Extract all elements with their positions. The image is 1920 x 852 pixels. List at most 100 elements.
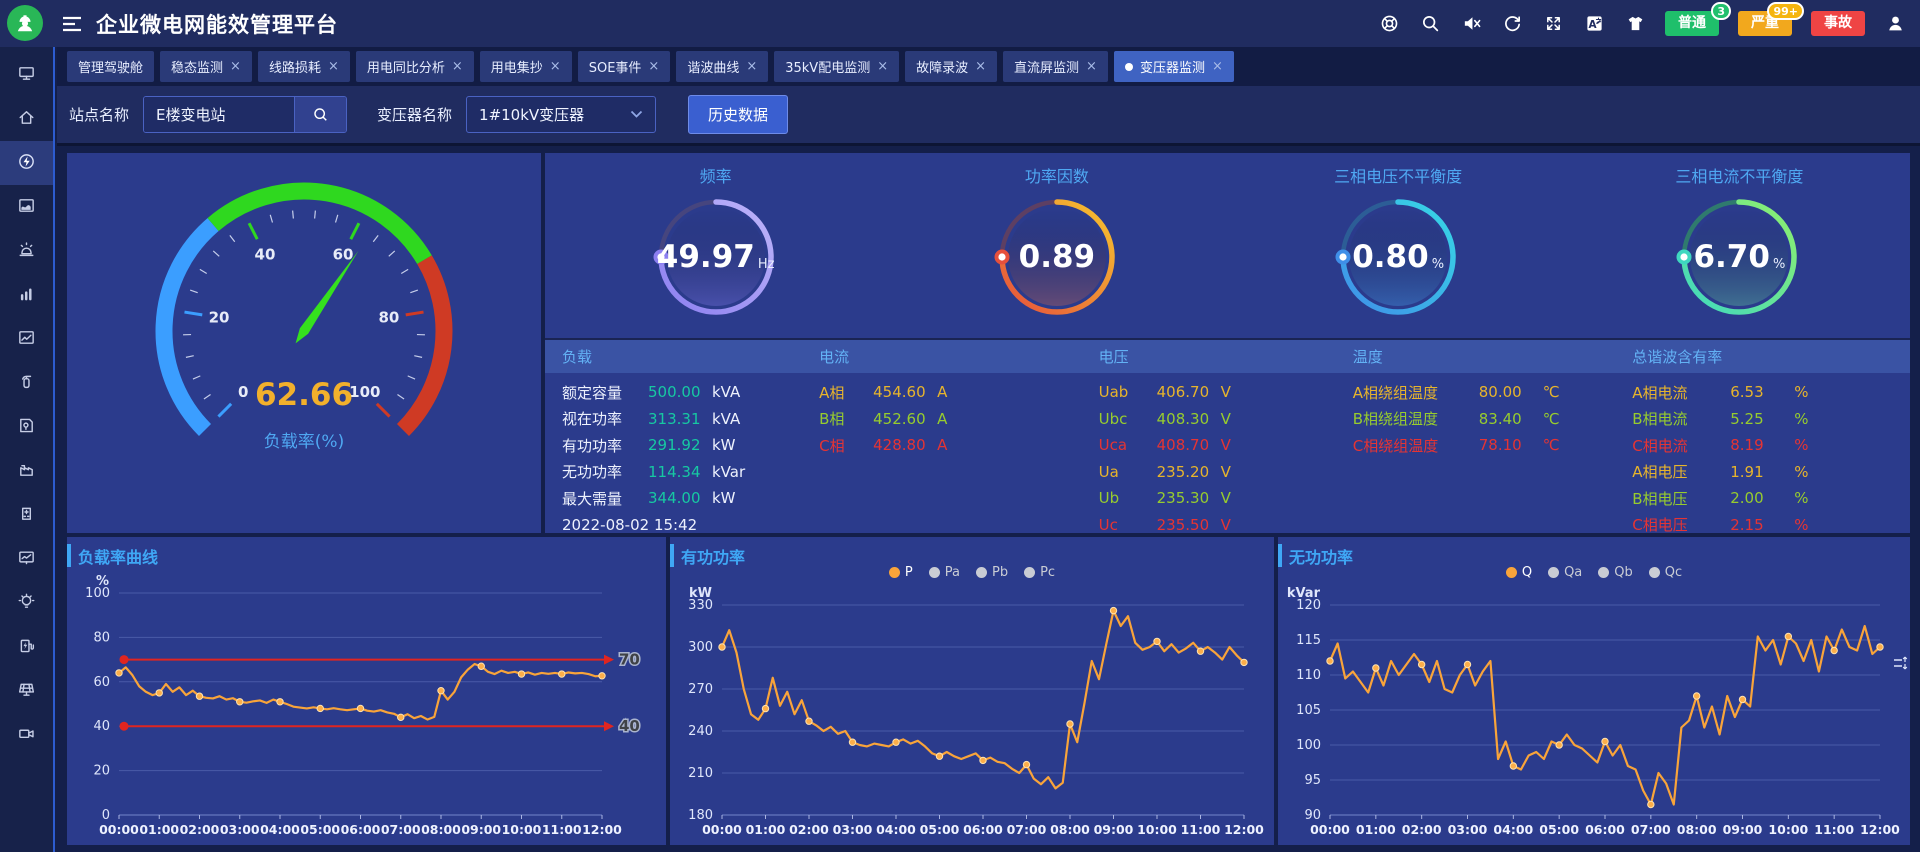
- site-search-box: [143, 96, 348, 133]
- site-search-button[interactable]: [294, 97, 347, 132]
- fullscreen-icon[interactable]: [1542, 13, 1564, 35]
- history-data-button[interactable]: 历史数据: [688, 95, 789, 134]
- svg-text:120: 120: [1296, 598, 1321, 613]
- metric-label: C相绕组温度: [1352, 436, 1439, 455]
- tab-35kV配电监测[interactable]: 35kV配电监测 ×: [774, 51, 900, 82]
- tab-SOE事件[interactable]: SOE事件 ×: [577, 51, 671, 82]
- refresh-icon[interactable]: [1501, 13, 1523, 35]
- legend-item-Q[interactable]: Q: [1505, 565, 1532, 580]
- table-row: Uab 406.70 V: [1082, 379, 1336, 406]
- ring-gauge-value: 49.97 Hz: [656, 239, 775, 275]
- sidebar-item-trend-chart[interactable]: [0, 317, 53, 361]
- legend-item-Qa[interactable]: Qa: [1548, 565, 1582, 580]
- svg-text:60: 60: [333, 245, 354, 263]
- tab-变压器监测[interactable]: 变压器监测 ×: [1113, 51, 1234, 82]
- alarm-level-button-2[interactable]: 严重 99+: [1738, 2, 1804, 36]
- sidebar-item-alarm[interactable]: [0, 229, 53, 273]
- tab-稳态监测[interactable]: 稳态监测 ×: [160, 51, 252, 82]
- tab-线路损耗[interactable]: 线路损耗 ×: [257, 51, 350, 82]
- svg-text:90: 90: [1304, 808, 1321, 823]
- mute-icon[interactable]: [1460, 13, 1482, 35]
- tab-close-icon[interactable]: ×: [327, 58, 339, 74]
- alarm-level-button-1[interactable]: 普通 3: [1665, 2, 1731, 36]
- tab-close-icon[interactable]: ×: [1211, 58, 1223, 74]
- active-power-chart[interactable]: 180 210 240 270 300 330 kW 00:00 01:00 02:00 03:00…: [674, 583, 1270, 843]
- theme-icon[interactable]: [1624, 13, 1646, 35]
- metric-unit: V: [1220, 515, 1231, 534]
- sidebar-item-camera[interactable]: [0, 713, 53, 757]
- ring-gauge-1: 频率 49.97: [545, 153, 886, 338]
- reactive-power-chart[interactable]: 90 95 100 105 110 115 120 kVar 00:00 01:00 02:00 03…: [1282, 583, 1906, 843]
- metric-label: B相电流: [1632, 410, 1688, 429]
- legend-item-Pb[interactable]: Pb: [975, 565, 1008, 580]
- metric-label: Uab: [1098, 383, 1129, 402]
- legend-item-Qb[interactable]: Qb: [1598, 565, 1633, 580]
- data-zoom-icon[interactable]: [1892, 655, 1908, 675]
- legend-item-P[interactable]: P: [888, 565, 913, 580]
- metric-unit: %: [1794, 489, 1809, 508]
- metric-label: 无功功率: [562, 463, 623, 482]
- sidebar-item-building[interactable]: [0, 493, 53, 537]
- solar-panel-icon: [17, 680, 36, 703]
- tab-故障录波[interactable]: 故障录波 ×: [905, 51, 998, 82]
- tab-直流屏监测[interactable]: 直流屏监测 ×: [1003, 51, 1108, 82]
- tab-close-icon[interactable]: ×: [746, 58, 758, 74]
- tab-close-icon[interactable]: ×: [549, 58, 561, 74]
- chart-legend: Q Qa Qb Qc: [1278, 565, 1910, 580]
- sidebar-item-bulb[interactable]: [0, 581, 53, 625]
- svg-text:09:00: 09:00: [461, 822, 501, 837]
- sidebar-item-factory[interactable]: [0, 449, 53, 493]
- sidebar-item-home[interactable]: [0, 97, 53, 141]
- legend-item-Pa[interactable]: Pa: [928, 565, 960, 580]
- metric-value: 406.70: [1156, 383, 1210, 402]
- sidebar-item-bar-chart[interactable]: [0, 273, 53, 317]
- sidebar-item-map-book[interactable]: [0, 405, 53, 449]
- sidebar-item-solar-panel[interactable]: [0, 669, 53, 713]
- tab-close-icon[interactable]: ×: [877, 58, 889, 74]
- metric-label: Uc: [1098, 515, 1118, 534]
- table-row: 视在功率 313.31 kVA: [545, 406, 802, 433]
- legend-item-Qc[interactable]: Qc: [1648, 565, 1682, 580]
- legend-dot-icon: [1648, 567, 1660, 578]
- tab-谐波曲线[interactable]: 谐波曲线 ×: [676, 51, 769, 82]
- legend-item-Pc[interactable]: Pc: [1024, 565, 1055, 580]
- legend-label: Pc: [1040, 565, 1056, 580]
- tab-close-icon[interactable]: ×: [1086, 58, 1097, 74]
- tab-用电集抄[interactable]: 用电集抄 ×: [479, 51, 572, 82]
- menu-toggle-icon[interactable]: [62, 16, 82, 32]
- tab-close-icon[interactable]: ×: [648, 58, 660, 74]
- ring-gauge-title: 三相电流不平衡度: [1675, 167, 1804, 186]
- search-icon[interactable]: [1419, 13, 1441, 35]
- help-icon[interactable]: [1378, 13, 1400, 35]
- metric-label: 2022-08-02 15:42: [562, 515, 698, 534]
- tab-管理驾驶舱[interactable]: 管理驾驶舱: [67, 51, 155, 82]
- user-icon[interactable]: [1884, 13, 1906, 35]
- sidebar-item-extinguisher[interactable]: [0, 361, 53, 405]
- sidebar-item-screen-chart[interactable]: [0, 537, 53, 581]
- tab-close-icon[interactable]: ×: [451, 58, 463, 74]
- tab-用电同比分析[interactable]: 用电同比分析 ×: [355, 51, 474, 82]
- metric-value: 454.60: [873, 383, 926, 402]
- transformer-select[interactable]: 1#10kV变压器: [466, 96, 657, 133]
- alarm-count-badge: 3: [1711, 2, 1731, 20]
- legend-dot-icon: [975, 567, 987, 578]
- sidebar-item-ev-charger[interactable]: [0, 625, 53, 669]
- sidebar-item-area-chart[interactable]: [0, 185, 53, 229]
- load-rate-chart[interactable]: 0 20 40 60 80 100% 00:00 01:00 02:00 03:00 04:00 05…: [71, 571, 662, 843]
- table-row: C相电流 8.19%: [1615, 432, 1910, 459]
- site-name-input[interactable]: [144, 97, 295, 132]
- alarm-level-button-3[interactable]: 事故: [1811, 11, 1865, 36]
- metric-value: 313.31: [648, 409, 701, 428]
- table-row: A相绕组温度 80.00 ℃: [1336, 379, 1616, 406]
- translate-icon[interactable]: A: [1583, 13, 1605, 35]
- tab-close-icon[interactable]: ×: [230, 58, 241, 74]
- metric-unit: ℃: [1542, 409, 1560, 428]
- sidebar-item-monitor[interactable]: [0, 53, 53, 97]
- tab-close-icon[interactable]: ×: [975, 58, 987, 74]
- svg-text:60: 60: [93, 675, 110, 690]
- metric-value: 452.60: [873, 409, 926, 428]
- table-column-电流: A相 454.60 A B相 452.60 A C相 428.80 A: [802, 379, 1082, 459]
- svg-text:07:00: 07:00: [381, 822, 421, 837]
- app-logo[interactable]: [7, 5, 43, 41]
- sidebar-item-energy[interactable]: [0, 141, 53, 185]
